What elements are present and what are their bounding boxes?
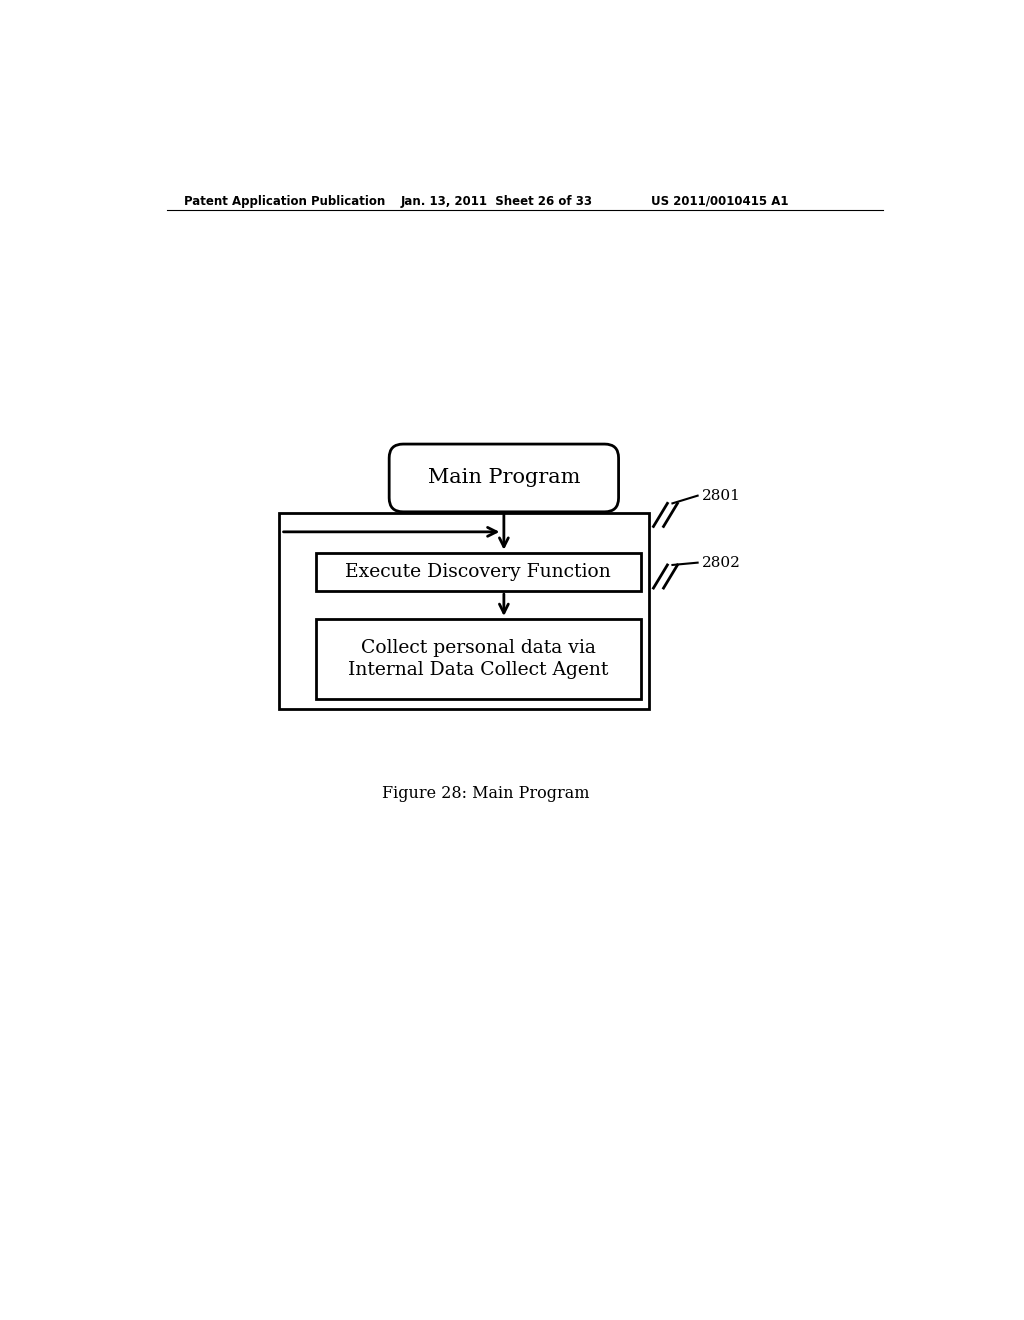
Text: Internal Data Collect Agent: Internal Data Collect Agent	[348, 661, 608, 678]
Text: Execute Discovery Function: Execute Discovery Function	[345, 562, 611, 581]
FancyBboxPatch shape	[389, 444, 618, 512]
Text: Patent Application Publication: Patent Application Publication	[183, 194, 385, 207]
Text: Collect personal data via: Collect personal data via	[360, 639, 596, 657]
Text: Main Program: Main Program	[428, 469, 581, 487]
Text: Figure 28: Main Program: Figure 28: Main Program	[382, 785, 590, 803]
Text: 2801: 2801	[701, 488, 740, 503]
Text: US 2011/0010415 A1: US 2011/0010415 A1	[651, 194, 788, 207]
Bar	[315, 553, 641, 591]
Bar	[315, 619, 641, 700]
Bar	[280, 512, 649, 709]
Text: 2802: 2802	[701, 556, 740, 570]
Text: Jan. 13, 2011  Sheet 26 of 33: Jan. 13, 2011 Sheet 26 of 33	[400, 194, 593, 207]
